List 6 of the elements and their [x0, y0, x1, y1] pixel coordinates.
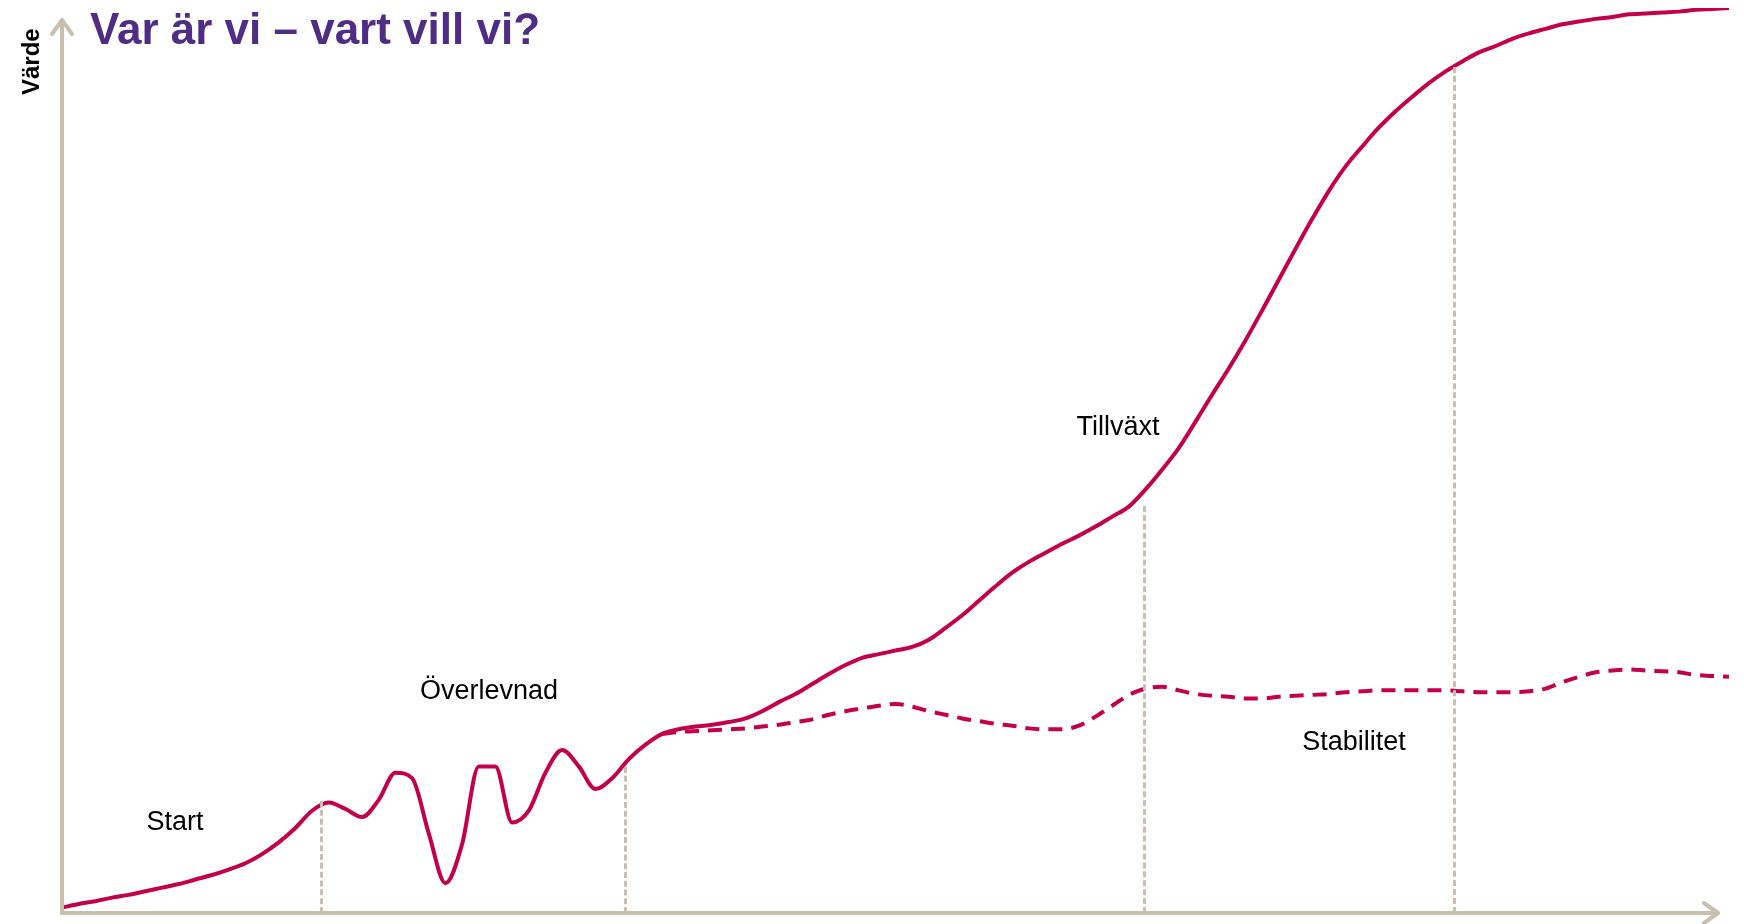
annotation: Stabilitet: [1302, 725, 1406, 757]
y-axis-title: Värde: [17, 28, 45, 95]
annotation: Överlevnad: [419, 674, 559, 706]
annotation: Tillväxt: [1076, 410, 1160, 442]
chart-title: Var är vi – vart vill vi?: [90, 4, 541, 54]
annotation: Start: [146, 805, 204, 837]
